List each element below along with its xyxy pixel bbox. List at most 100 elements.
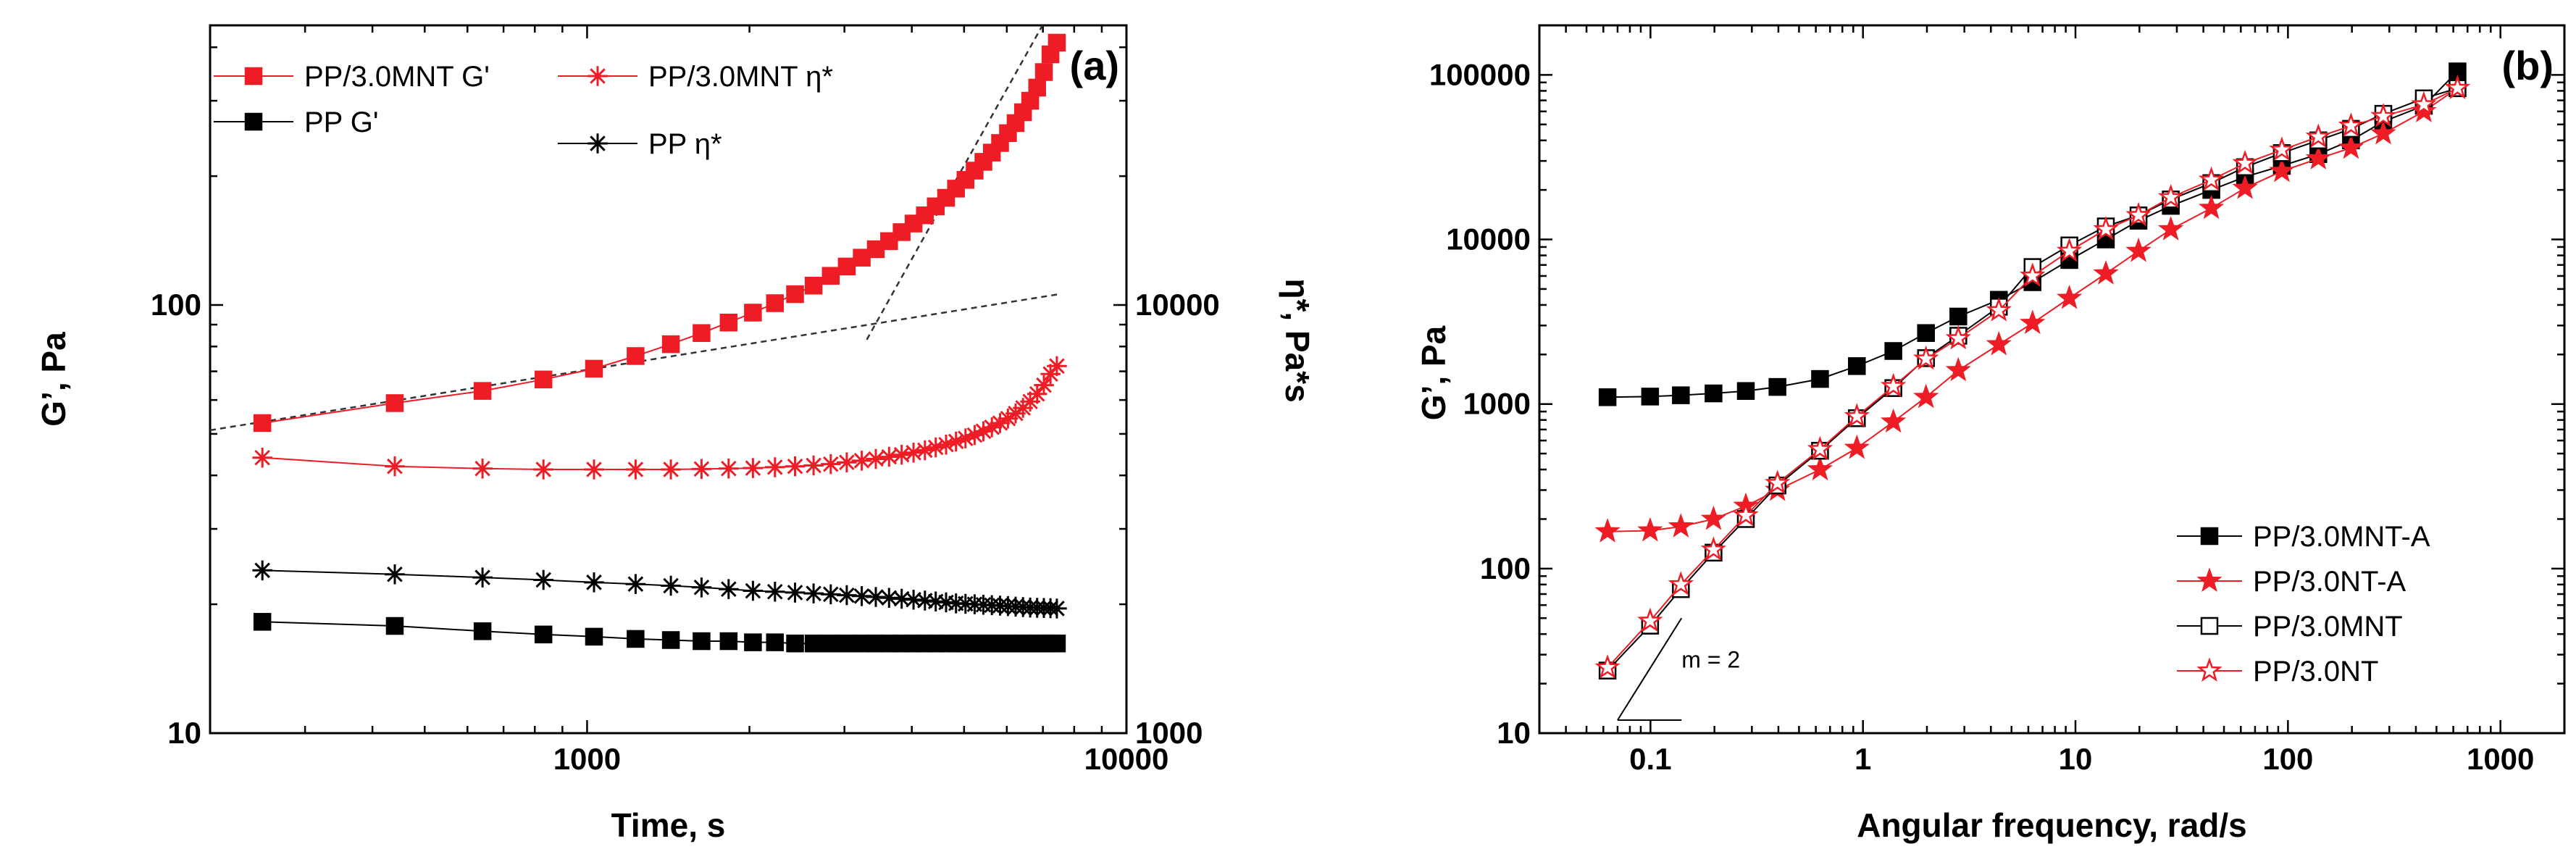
y-tick-label: 100 — [151, 288, 201, 322]
data-point — [625, 574, 646, 594]
data-point — [1733, 502, 1759, 527]
x-axis-title: Time, s — [611, 806, 726, 844]
data-point — [472, 459, 493, 479]
data-point — [1945, 325, 1971, 350]
legend-label: PP/3.0MNT-A — [2253, 521, 2430, 553]
data-point — [1880, 372, 1907, 398]
legend-marker — [2196, 657, 2222, 682]
data-point — [1700, 505, 1727, 530]
y-tick-label: 100 — [1480, 551, 1531, 585]
y-tick-label: 10 — [1497, 716, 1531, 750]
data-point — [945, 431, 966, 452]
data-point — [1040, 364, 1061, 384]
legend-label: PP/3.0MNT — [2253, 611, 2403, 643]
y-axis-title: G’, Pa — [35, 332, 72, 427]
slope-annotation: m = 2 — [1681, 647, 1740, 673]
data-point — [1913, 345, 1939, 370]
data-point — [915, 590, 935, 611]
data-point — [982, 417, 1002, 438]
data-point — [385, 617, 404, 635]
y-tick-label: 10000 — [1446, 222, 1531, 256]
data-point — [1672, 386, 1690, 404]
legend-label: PP/3.0NT — [2253, 656, 2378, 688]
data-point — [2157, 183, 2184, 209]
data-point — [879, 588, 900, 608]
data-point — [252, 560, 272, 581]
data-point — [1768, 377, 1786, 396]
data-point — [2232, 149, 2258, 175]
x-tick-label: 0.1 — [1629, 742, 1671, 776]
slope-indicator-hyp — [1617, 617, 1683, 721]
data-point — [1765, 469, 1791, 495]
data-point — [990, 413, 1011, 433]
data-point — [821, 454, 841, 475]
data-point — [693, 632, 711, 651]
data-point — [1034, 63, 1053, 81]
data-point — [926, 437, 946, 458]
data-point — [2232, 175, 2258, 199]
data-point — [821, 634, 840, 653]
data-point — [804, 276, 823, 295]
data-point — [1034, 375, 1054, 396]
data-point — [2157, 216, 2184, 241]
panel-b: 0.1 1 10 100 1000 10 100 1000 10000 100000 Angular… — [1415, 24, 2566, 844]
x-tick-label: 1000 — [2467, 742, 2534, 776]
y-right-axis-title: η*, Pa*s — [1279, 278, 1316, 402]
data-point — [2411, 98, 2437, 122]
legend-label: PP/3.0MNT η* — [648, 61, 833, 93]
data-point — [1028, 78, 1046, 97]
panel-label-b: (b) — [2501, 43, 2554, 88]
data-point — [2338, 134, 2364, 159]
data-point — [585, 627, 603, 646]
data-point — [1700, 536, 1727, 561]
data-point — [661, 459, 681, 480]
data-point — [891, 444, 912, 465]
y-tick-label: 1000 — [1463, 387, 1531, 421]
data-point — [1917, 324, 1935, 342]
y-right-tick-label: 10000 — [1135, 288, 1220, 322]
data-point — [2444, 75, 2471, 99]
data-point — [2269, 136, 2295, 162]
data-point — [534, 625, 553, 644]
data-point — [2269, 157, 2295, 183]
data-point — [1047, 598, 1067, 619]
data-point — [837, 452, 857, 472]
data-point — [584, 459, 604, 480]
legend-marker — [587, 66, 608, 86]
x-tick-label: 10 — [2059, 742, 2093, 776]
data-point — [1027, 384, 1047, 404]
data-point — [661, 335, 680, 354]
data-point — [2020, 262, 2046, 287]
data-point — [803, 583, 824, 603]
data-point — [584, 572, 604, 593]
data-point — [1020, 391, 1040, 411]
data-point — [1884, 342, 1902, 360]
data-point — [2370, 102, 2396, 128]
plot-frame — [1538, 24, 2566, 735]
data-point — [1844, 434, 1870, 459]
series-pp-3-0mnt-eta — [252, 356, 1067, 480]
data-point — [1880, 408, 1907, 433]
guide-line — [866, 25, 1044, 340]
data-point — [1005, 404, 1026, 424]
data-point — [1811, 369, 1829, 388]
data-point — [903, 590, 924, 610]
data-point — [385, 394, 404, 412]
data-point — [719, 313, 738, 332]
data-point — [1949, 307, 1967, 326]
data-point — [766, 633, 785, 651]
data-point — [1047, 33, 1066, 52]
data-point — [2305, 123, 2331, 149]
data-point — [973, 421, 994, 442]
data-point — [693, 324, 711, 342]
data-point — [866, 587, 886, 607]
series-pp-eta — [252, 560, 1067, 619]
data-point — [2305, 145, 2331, 170]
data-point — [719, 579, 739, 599]
data-point — [821, 584, 841, 605]
panel-label-a: (a) — [1070, 43, 1119, 88]
data-point — [253, 414, 272, 432]
legend-item: PP/3.0MNT G' — [214, 61, 490, 93]
legend-item: PP/3.0NT — [2177, 656, 2378, 688]
data-point — [661, 575, 681, 596]
